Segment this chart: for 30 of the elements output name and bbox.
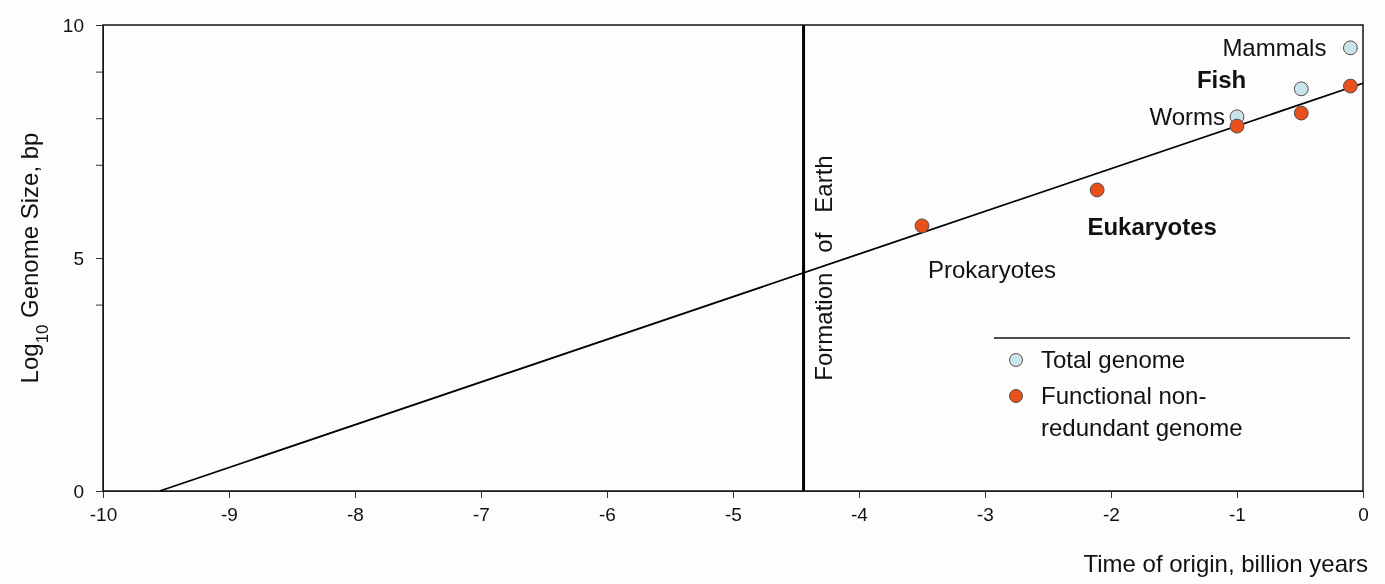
point — [1342, 78, 1358, 94]
point — [914, 218, 930, 234]
x-tick-label: -9 — [221, 504, 238, 526]
annotation: Worms — [1149, 102, 1225, 130]
x-tick-label: -2 — [1103, 504, 1120, 526]
legend-label: Total genome — [1041, 346, 1186, 373]
x-tick-label: -5 — [725, 504, 742, 526]
point — [1293, 105, 1309, 121]
x-tick-label: -7 — [473, 504, 490, 526]
annotation: Eukaryotes — [1087, 212, 1217, 240]
x-tick-label: 0 — [1358, 504, 1369, 526]
legend-label: Functional non-redundant genome — [1041, 382, 1243, 441]
x-tick-label: -4 — [851, 504, 869, 526]
point — [1293, 81, 1309, 97]
y-tick-label: 10 — [62, 14, 84, 36]
x-tick-label: -10 — [89, 504, 118, 526]
x-tick-label: -6 — [599, 504, 616, 526]
y-tick-label: 0 — [73, 480, 84, 502]
y-tick-label: 5 — [73, 247, 84, 269]
x-tick-label: -1 — [1229, 504, 1246, 526]
x-axis-title: Time of origin, billion years — [1083, 550, 1368, 577]
ref-line-label: Formation of Earth — [809, 155, 837, 381]
x-tick-label: -3 — [977, 504, 994, 526]
annotation: Mammals — [1222, 33, 1327, 61]
annotation: Prokaryotes — [927, 255, 1057, 283]
annotation: Fish — [1196, 65, 1247, 93]
x-tick-label: -8 — [347, 504, 364, 526]
point — [1089, 182, 1105, 198]
point — [1229, 118, 1245, 134]
point — [1342, 40, 1358, 56]
